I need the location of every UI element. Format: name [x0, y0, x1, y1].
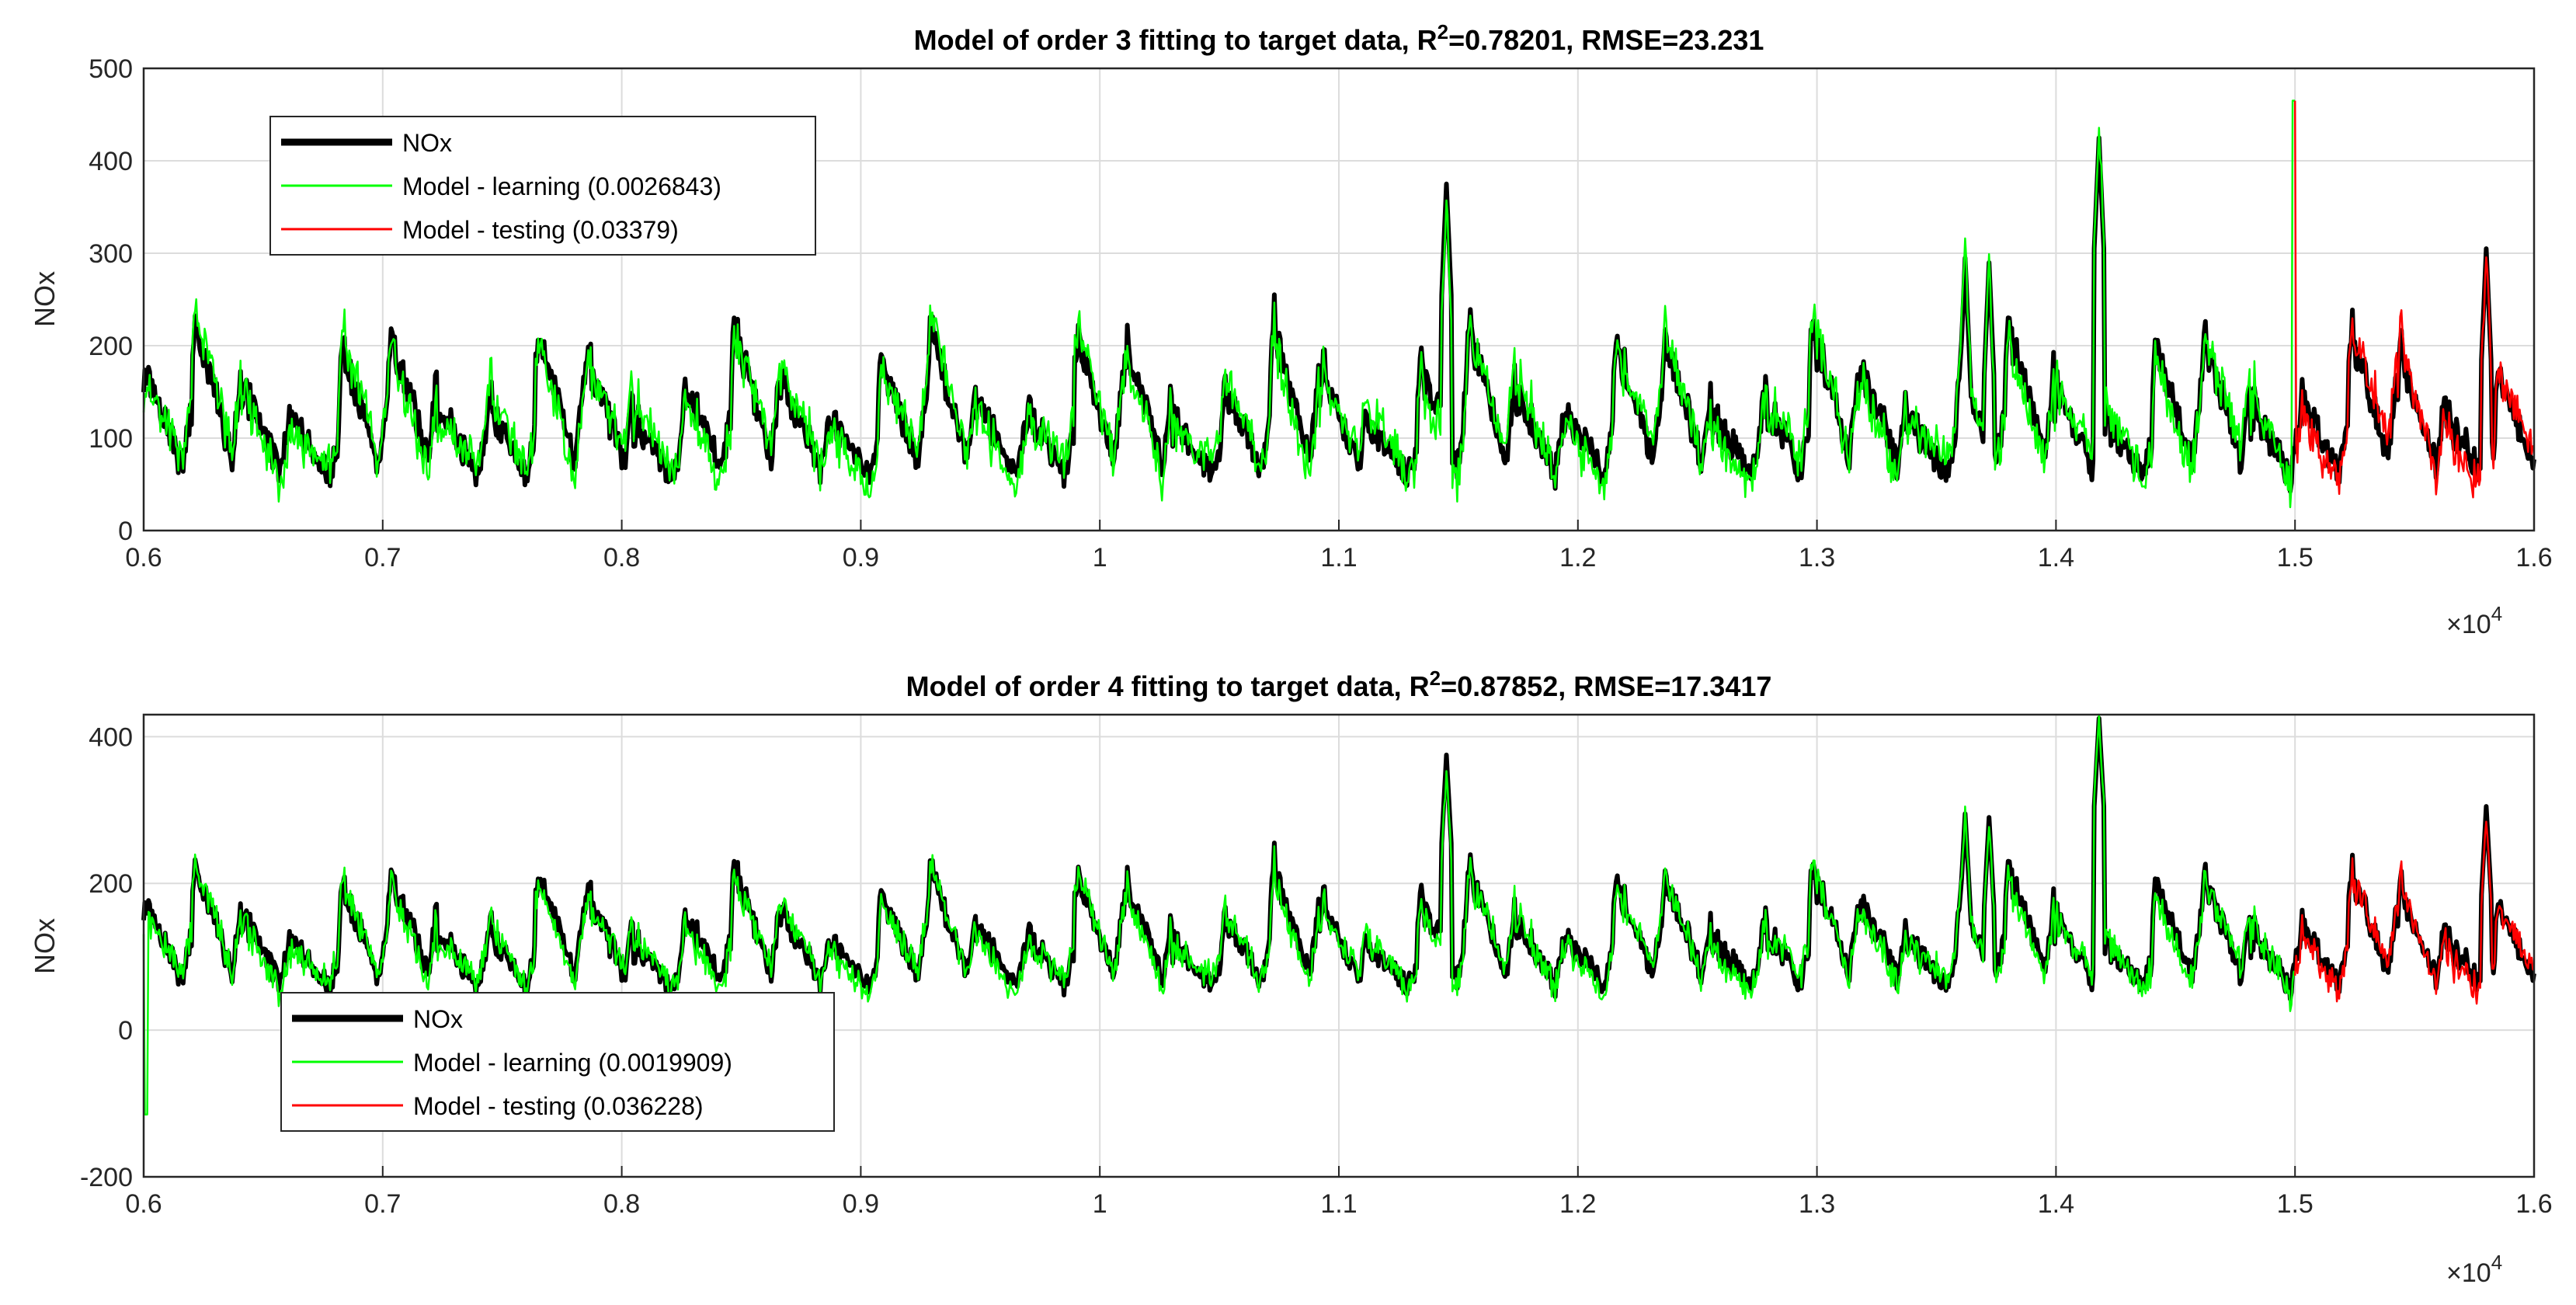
legend-label-learning: Model - learning (0.0026843) — [402, 172, 721, 200]
x-tick-label: 1.6 — [2515, 1189, 2552, 1219]
legend-label-testing: Model - testing (0.03379) — [402, 216, 679, 244]
x-tick-label: 1.5 — [2277, 1189, 2314, 1219]
chart-panel-order-4: 0.6 0.7 0.8 0.9 1 1.1 1.2 1.3 1.4 1.5 1.6 -200 0 200… — [29, 666, 2553, 1288]
legend: NOx Model - learning (0.0026843) Model -… — [269, 116, 816, 256]
y-tick-label: 400 — [89, 722, 133, 752]
x-tick-label: 0.7 — [364, 1189, 401, 1219]
y-tick-labels: -200 0 200 400 — [80, 722, 133, 1192]
chart-title: Model of order 4 fitting to target data,… — [906, 666, 1772, 702]
x-tick-label: 1.5 — [2277, 543, 2314, 572]
x-tick-label: 1.6 — [2515, 543, 2552, 572]
x-tick-label: 1 — [1093, 1189, 1107, 1219]
x-tick-label: 1 — [1093, 543, 1107, 572]
legend-label-nox: NOx — [402, 129, 452, 157]
x-tick-label: 0.6 — [125, 543, 162, 572]
legend-label-learning: Model - learning (0.0019909) — [413, 1049, 732, 1077]
legend: NOx Model - learning (0.0019909) Model -… — [280, 992, 835, 1132]
data-series — [141, 713, 2536, 1115]
y-tick-label: 200 — [89, 869, 133, 899]
y-tick-label: -200 — [80, 1163, 133, 1192]
x-tick-label: 0.8 — [603, 543, 640, 572]
series-line-model-testing — [2293, 820, 2535, 1005]
x-tick-label: 1.3 — [1799, 543, 1835, 572]
y-tick-label: 0 — [118, 1016, 133, 1046]
x-tick-label: 1.2 — [1559, 543, 1596, 572]
series-line-model-testing — [2293, 100, 2535, 499]
chart-title: Model of order 3 fitting to target data,… — [914, 20, 1764, 56]
y-tick-label: 100 — [89, 424, 133, 454]
x-exponent-label: ×104 — [2446, 602, 2502, 639]
x-tick-label: 0.8 — [603, 1189, 640, 1219]
series-line-model-learning — [142, 99, 2296, 509]
y-tick-label: 0 — [118, 517, 133, 546]
y-tick-label: 200 — [89, 332, 133, 361]
y-tick-label: 300 — [89, 239, 133, 269]
x-exponent-label: ×104 — [2446, 1251, 2502, 1288]
x-tick-label: 1.1 — [1320, 543, 1357, 572]
x-tick-label: 0.7 — [364, 543, 401, 572]
data-series — [141, 99, 2536, 509]
y-tick-label: 400 — [89, 147, 133, 176]
x-tick-label: 1.2 — [1559, 1189, 1596, 1219]
x-tick-label: 1.1 — [1320, 1189, 1357, 1219]
y-axis-label: NOx — [29, 918, 61, 974]
legend-label-testing: Model - testing (0.036228) — [413, 1092, 704, 1120]
x-tick-labels: 0.6 0.7 0.8 0.9 1 1.1 1.2 1.3 1.4 1.5 1.6 — [125, 1166, 2553, 1219]
series-line-model-learning — [142, 713, 2296, 1115]
y-axis-label: NOx — [29, 271, 61, 327]
y-tick-label: 500 — [89, 54, 133, 84]
x-tick-label: 1.4 — [2038, 1189, 2074, 1219]
x-tick-label: 1.3 — [1799, 1189, 1835, 1219]
x-tick-label: 0.9 — [843, 543, 879, 572]
legend-label-nox: NOx — [413, 1005, 463, 1033]
x-tick-label: 0.9 — [843, 1189, 879, 1219]
x-tick-label: 0.6 — [125, 1189, 162, 1219]
y-tick-labels: 0 100 200 300 400 500 — [89, 54, 133, 546]
x-tick-label: 1.4 — [2038, 543, 2074, 572]
x-tick-labels: 0.6 0.7 0.8 0.9 1 1.1 1.2 1.3 1.4 1.5 1.6 — [125, 520, 2553, 572]
chart-panel-order-3: 0.6 0.7 0.8 0.9 1 1.1 1.2 1.3 1.4 1.5 1.6 0 100 200 3… — [29, 20, 2553, 639]
